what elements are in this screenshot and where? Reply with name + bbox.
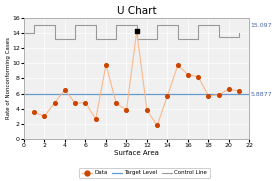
Point: [196, 75, 200, 78]
Point: [124, 109, 129, 112]
Point: [104, 63, 108, 66]
Point: [53, 101, 57, 104]
Point: [83, 101, 88, 104]
Point: [145, 109, 149, 112]
Point: [165, 94, 170, 97]
Title: U Chart: U Chart: [117, 6, 157, 16]
Y-axis label: Rate of Nonconforming Cases: Rate of Nonconforming Cases: [6, 37, 11, 119]
Point: [73, 102, 78, 105]
Point: [63, 88, 67, 91]
Point: [175, 64, 180, 67]
Point: [227, 87, 231, 90]
Point: [135, 30, 139, 33]
X-axis label: Surface Area: Surface Area: [114, 150, 159, 155]
Legend: Data, Target Level, Control Line: Data, Target Level, Control Line: [79, 168, 210, 178]
Point: [32, 111, 36, 114]
Point: [186, 73, 190, 76]
Point: [155, 124, 159, 127]
Point: [206, 94, 211, 97]
Point: [114, 102, 118, 105]
Point: [237, 90, 241, 93]
Point: [217, 94, 221, 96]
Point: [93, 118, 98, 121]
Point: [135, 30, 139, 33]
Point: [42, 115, 47, 118]
